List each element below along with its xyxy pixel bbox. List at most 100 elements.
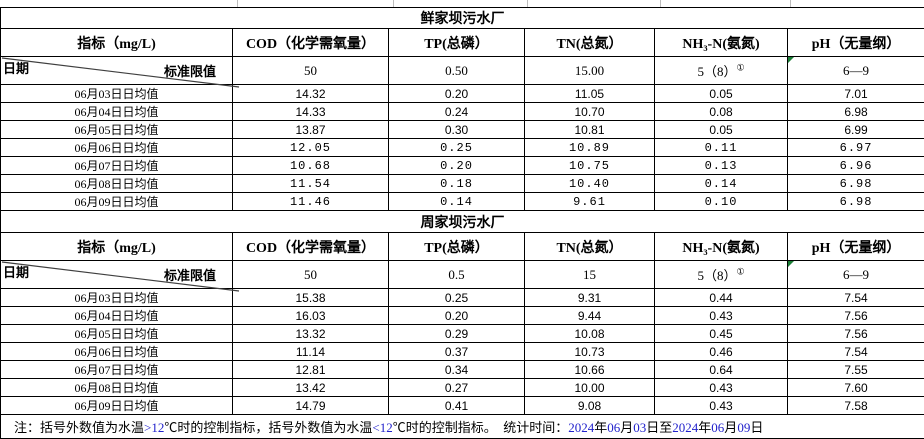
- value-cell[interactable]: 11.46: [233, 193, 389, 211]
- plant-title[interactable]: 周家坝污水厂: [1, 211, 924, 233]
- value-cell[interactable]: 6.98: [788, 175, 924, 193]
- value-cell[interactable]: 11.14: [233, 343, 389, 361]
- column-header-cell[interactable]: pH（无量纲）: [788, 29, 924, 57]
- plant-title[interactable]: 鲜家坝污水厂: [1, 8, 924, 29]
- value-cell[interactable]: 10.89: [525, 139, 655, 157]
- value-cell[interactable]: 0.41: [389, 397, 525, 415]
- value-cell[interactable]: 15.38: [233, 289, 389, 307]
- value-cell[interactable]: 0.37: [389, 343, 525, 361]
- value-cell[interactable]: 0.46: [655, 343, 788, 361]
- date-cell[interactable]: 06月08日日均值: [1, 175, 233, 193]
- date-cell[interactable]: 06月04日日均值: [1, 103, 233, 121]
- value-cell[interactable]: 0.05: [655, 121, 788, 139]
- index-unit-header-cell[interactable]: 指标（mg/L): [1, 29, 233, 57]
- date-cell[interactable]: 06月05日日均值: [1, 325, 233, 343]
- value-cell[interactable]: 9.61: [525, 193, 655, 211]
- value-cell[interactable]: 7.01: [788, 85, 924, 103]
- value-cell[interactable]: 13.32: [233, 325, 389, 343]
- value-cell[interactable]: 6.99: [788, 121, 924, 139]
- value-cell[interactable]: 0.24: [389, 103, 525, 121]
- value-cell[interactable]: 13.42: [233, 379, 389, 397]
- value-cell[interactable]: 16.03: [233, 307, 389, 325]
- date-standard-corner-cell[interactable]: 日期标准限值: [1, 261, 233, 289]
- value-cell[interactable]: 14.79: [233, 397, 389, 415]
- value-cell[interactable]: 0.10: [655, 193, 788, 211]
- value-cell[interactable]: 0.20: [389, 157, 525, 175]
- date-cell[interactable]: 06月07日日均值: [1, 361, 233, 379]
- value-cell[interactable]: 0.43: [655, 397, 788, 415]
- column-header-cell[interactable]: NH₃-N(氨氮): [655, 233, 788, 261]
- value-cell[interactable]: 12.05: [233, 139, 389, 157]
- value-cell[interactable]: 7.60: [788, 379, 924, 397]
- value-cell[interactable]: 9.44: [525, 307, 655, 325]
- value-cell[interactable]: 7.58: [788, 397, 924, 415]
- date-cell[interactable]: 06月07日日均值: [1, 157, 233, 175]
- date-cell[interactable]: 06月05日日均值: [1, 121, 233, 139]
- value-cell[interactable]: 0.05: [655, 85, 788, 103]
- standard-value-cell[interactable]: 50: [233, 261, 389, 289]
- value-cell[interactable]: 10.81: [525, 121, 655, 139]
- value-cell[interactable]: 10.70: [525, 103, 655, 121]
- value-cell[interactable]: 0.25: [389, 139, 525, 157]
- column-header-cell[interactable]: COD（化学需氧量）: [233, 29, 389, 57]
- value-cell[interactable]: 10.66: [525, 361, 655, 379]
- column-header-cell[interactable]: TN(总氮）: [525, 29, 655, 57]
- standard-value-cell[interactable]: 5（8）①: [655, 261, 788, 289]
- value-cell[interactable]: 0.20: [389, 307, 525, 325]
- column-header-cell[interactable]: TP(总磷）: [389, 29, 525, 57]
- value-cell[interactable]: 0.18: [389, 175, 525, 193]
- standard-value-cell[interactable]: 50: [233, 57, 389, 85]
- index-unit-header-cell[interactable]: 指标（mg/L): [1, 233, 233, 261]
- date-standard-corner-cell[interactable]: 日期标准限值: [1, 57, 233, 85]
- value-cell[interactable]: 12.81: [233, 361, 389, 379]
- value-cell[interactable]: 11.54: [233, 175, 389, 193]
- date-cell[interactable]: 06月09日日均值: [1, 397, 233, 415]
- value-cell[interactable]: 0.45: [655, 325, 788, 343]
- value-cell[interactable]: 0.08: [655, 103, 788, 121]
- value-cell[interactable]: 0.44: [655, 289, 788, 307]
- standard-value-cell[interactable]: 6—9: [788, 261, 924, 289]
- value-cell[interactable]: 7.54: [788, 343, 924, 361]
- value-cell[interactable]: 6.98: [788, 193, 924, 211]
- value-cell[interactable]: 10.73: [525, 343, 655, 361]
- value-cell[interactable]: 9.08: [525, 397, 655, 415]
- value-cell[interactable]: 0.11: [655, 139, 788, 157]
- value-cell[interactable]: 9.31: [525, 289, 655, 307]
- standard-value-cell[interactable]: 0.50: [389, 57, 525, 85]
- value-cell[interactable]: 6.97: [788, 139, 924, 157]
- standard-value-cell[interactable]: 15.00: [525, 57, 655, 85]
- column-header-cell[interactable]: NH₃-N(氨氮): [655, 29, 788, 57]
- date-cell[interactable]: 06月08日日均值: [1, 379, 233, 397]
- column-header-cell[interactable]: COD（化学需氧量）: [233, 233, 389, 261]
- value-cell[interactable]: 7.56: [788, 307, 924, 325]
- value-cell[interactable]: 0.64: [655, 361, 788, 379]
- value-cell[interactable]: 10.08: [525, 325, 655, 343]
- value-cell[interactable]: 13.87: [233, 121, 389, 139]
- date-cell[interactable]: 06月03日日均值: [1, 85, 233, 103]
- date-cell[interactable]: 06月04日日均值: [1, 307, 233, 325]
- date-cell[interactable]: 06月09日日均值: [1, 193, 233, 211]
- column-header-cell[interactable]: pH（无量纲）: [788, 233, 924, 261]
- footnote-cell[interactable]: 注：括号外数值为水温>12℃时的控制指标，括号外数值为水温<12℃时的控制指标。…: [1, 415, 924, 439]
- column-header-cell[interactable]: TN(总氮）: [525, 233, 655, 261]
- value-cell[interactable]: 0.25: [389, 289, 525, 307]
- standard-value-cell[interactable]: 5（8）①: [655, 57, 788, 85]
- standard-value-cell[interactable]: 6—9: [788, 57, 924, 85]
- value-cell[interactable]: 0.29: [389, 325, 525, 343]
- value-cell[interactable]: 0.34: [389, 361, 525, 379]
- value-cell[interactable]: 14.33: [233, 103, 389, 121]
- date-cell[interactable]: 06月06日日均值: [1, 343, 233, 361]
- date-cell[interactable]: 06月03日日均值: [1, 289, 233, 307]
- value-cell[interactable]: 11.05: [525, 85, 655, 103]
- value-cell[interactable]: 7.54: [788, 289, 924, 307]
- value-cell[interactable]: 6.96: [788, 157, 924, 175]
- value-cell[interactable]: 7.55: [788, 361, 924, 379]
- value-cell[interactable]: 0.27: [389, 379, 525, 397]
- value-cell[interactable]: 0.20: [389, 85, 525, 103]
- value-cell[interactable]: 0.30: [389, 121, 525, 139]
- value-cell[interactable]: 10.40: [525, 175, 655, 193]
- value-cell[interactable]: 10.75: [525, 157, 655, 175]
- value-cell[interactable]: 7.56: [788, 325, 924, 343]
- value-cell[interactable]: 0.14: [389, 193, 525, 211]
- value-cell[interactable]: 0.43: [655, 307, 788, 325]
